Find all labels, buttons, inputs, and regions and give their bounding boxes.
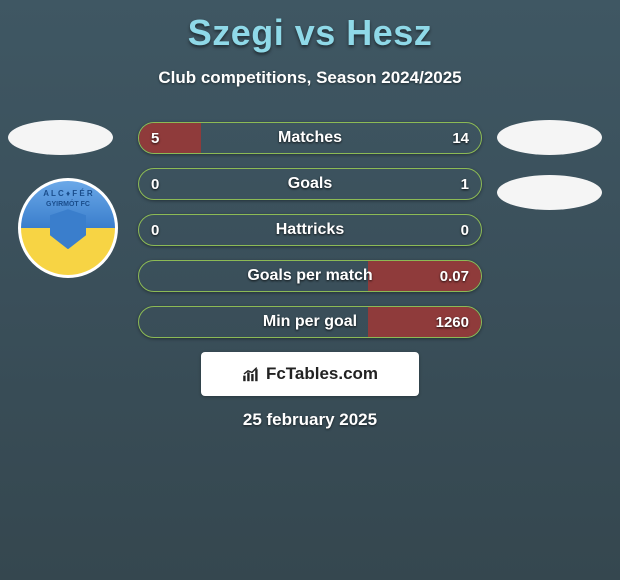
bar-label: Min per goal [139,307,481,337]
branding-text: FcTables.com [266,364,378,384]
stat-bar-row: 0Goals1 [138,168,482,200]
stat-bar-row: 0Hattricks0 [138,214,482,246]
bar-right-value: 0 [461,215,469,245]
bar-label: Hattricks [139,215,481,245]
bar-right-value: 14 [452,123,469,153]
bar-label: Goals per match [139,261,481,291]
player-logo-left-1 [8,120,113,155]
bar-right-value: 1 [461,169,469,199]
club-logo-text-top: A L C ♦ F É R [21,189,115,198]
page-subtitle: Club competitions, Season 2024/2025 [0,68,620,88]
bar-label: Goals [139,169,481,199]
stat-bar-row: Min per goal1260 [138,306,482,338]
bar-label: Matches [139,123,481,153]
branding-box: FcTables.com [201,352,419,396]
date-text: 25 february 2025 [0,410,620,430]
stat-bar-row: 5Matches14 [138,122,482,154]
bar-right-value: 1260 [436,307,469,337]
stats-bars: 5Matches140Goals10Hattricks0Goals per ma… [138,122,482,352]
bar-right-value: 0.07 [440,261,469,291]
chart-icon [242,366,262,382]
club-logo-left: A L C ♦ F É R GYIRMÓT FC [18,178,118,278]
page-title: Szegi vs Hesz [0,0,620,54]
club-logo-text-mid: GYIRMÓT FC [21,201,115,208]
stat-bar-row: Goals per match0.07 [138,260,482,292]
player-logo-right-1 [497,120,602,155]
player-logo-right-2 [497,175,602,210]
